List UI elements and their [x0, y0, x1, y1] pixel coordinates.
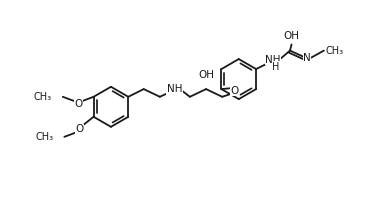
Text: O: O: [74, 99, 82, 110]
Text: H: H: [273, 62, 280, 72]
Text: OH: OH: [198, 70, 214, 80]
Text: OH: OH: [284, 31, 300, 41]
Text: CH₃: CH₃: [36, 132, 54, 142]
Text: CH₃: CH₃: [34, 92, 52, 102]
Text: CH₃: CH₃: [326, 46, 344, 56]
Text: N: N: [303, 53, 311, 63]
Text: O: O: [230, 86, 238, 96]
Text: O: O: [76, 124, 84, 134]
Text: NH: NH: [265, 55, 281, 65]
Text: NH: NH: [167, 84, 182, 94]
